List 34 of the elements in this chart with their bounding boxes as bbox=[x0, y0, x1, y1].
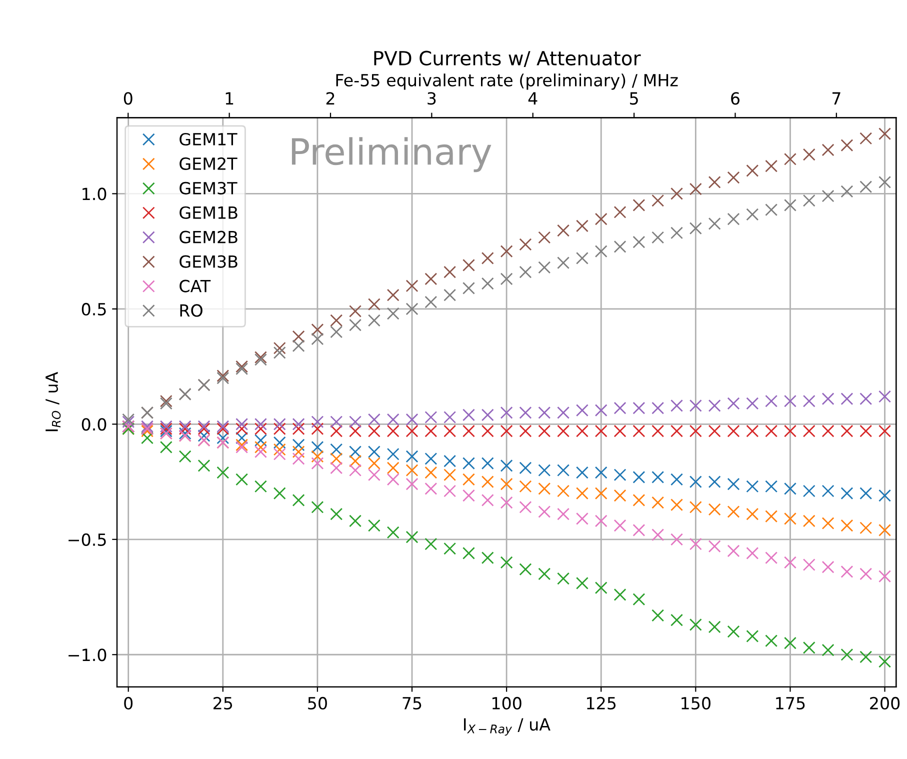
x2-tick-label: 3 bbox=[428, 92, 436, 105]
legend-label: GEM1B bbox=[180, 206, 238, 219]
x2-tick-label: 1 bbox=[226, 92, 234, 104]
x-tick-label: 25 bbox=[214, 696, 232, 710]
x-tick-label: 75 bbox=[402, 697, 422, 710]
y-tick-label: −0.5 bbox=[68, 533, 106, 546]
y-tick-label: 0.0 bbox=[82, 418, 106, 431]
legend-label: GEM3B bbox=[180, 255, 238, 268]
x-tick-label: 150 bbox=[682, 696, 710, 710]
legend-label: GEM1T bbox=[180, 132, 238, 146]
x-tick-label: 0 bbox=[124, 696, 133, 710]
y-tick-label: −1.0 bbox=[68, 648, 106, 662]
x2-tick-label: 0 bbox=[124, 92, 132, 105]
legend-label: CAT bbox=[180, 280, 211, 292]
legend-label: RO bbox=[180, 304, 202, 317]
x2-tick-label: 4 bbox=[528, 92, 538, 104]
x-tick-label: 50 bbox=[308, 696, 327, 710]
x-axis-title: I$_{X−Ray}$ / uA bbox=[464, 718, 550, 736]
x2-axis-title: Fe-55 equivalent rate (preliminary) / MHz bbox=[336, 74, 678, 90]
legend-label: GEM2B bbox=[180, 230, 238, 244]
x2-tick-label: 5 bbox=[630, 92, 638, 105]
x2-tick-label: 2 bbox=[326, 92, 334, 104]
x-tick-label: 100 bbox=[492, 696, 522, 710]
chart-title: PVD Currents w/ Attenuator bbox=[374, 50, 641, 68]
x-tick-label: 200 bbox=[870, 696, 900, 710]
x2-tick-label: 7 bbox=[832, 92, 840, 104]
legend-label: GEM3T bbox=[180, 182, 238, 194]
legend-label: GEM2T bbox=[180, 157, 238, 170]
x-tick-label: 175 bbox=[776, 697, 805, 710]
y-tick-label: 0.5 bbox=[82, 302, 106, 316]
y-tick-label: 1.0 bbox=[82, 188, 106, 200]
y-axis-title: I$_{RO}$ / uA bbox=[46, 372, 61, 432]
x-tick-label: 125 bbox=[587, 696, 616, 710]
x2-tick-label: 6 bbox=[731, 92, 740, 105]
